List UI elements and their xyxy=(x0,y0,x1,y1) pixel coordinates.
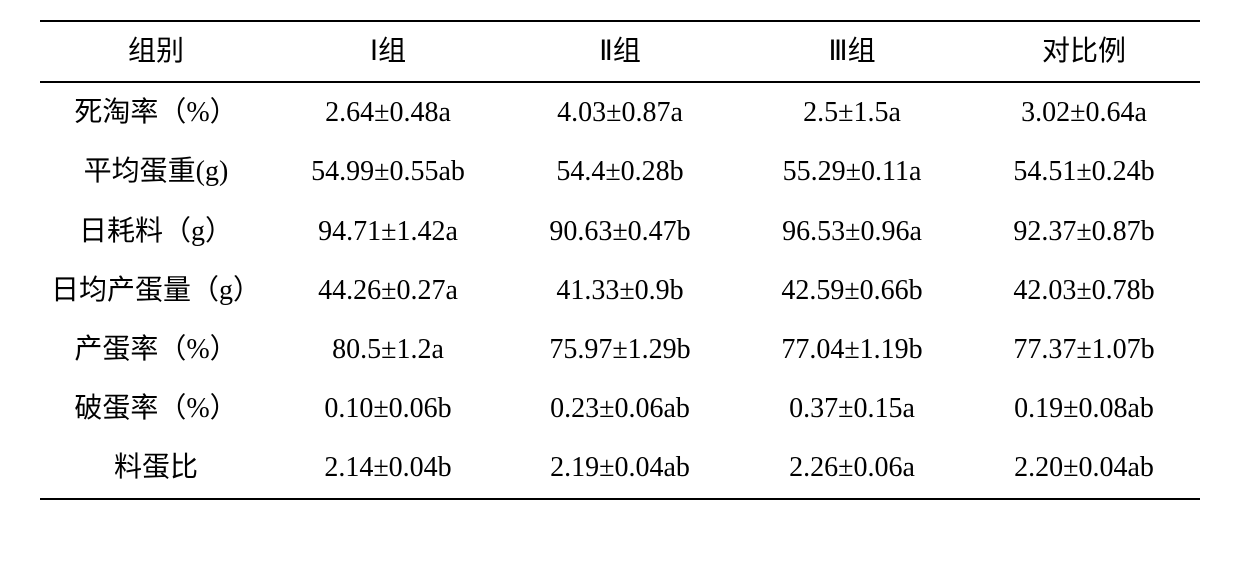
col-header-group: 组别 xyxy=(40,21,272,82)
cell-g1: 94.71±1.42a xyxy=(272,202,504,261)
col-header-g2: Ⅱ组 xyxy=(504,21,736,82)
row-label: 死淘率（%） xyxy=(40,82,272,142)
cell-control: 3.02±0.64a xyxy=(968,82,1200,142)
cell-g3: 55.29±0.11a xyxy=(736,142,968,201)
col-header-g1: Ⅰ组 xyxy=(272,21,504,82)
cell-g3: 96.53±0.96a xyxy=(736,202,968,261)
cell-g1: 2.14±0.04b xyxy=(272,438,504,498)
row-label: 破蛋率（%） xyxy=(40,379,272,438)
row-label: 日耗料（g） xyxy=(40,202,272,261)
cell-g3: 2.26±0.06a xyxy=(736,438,968,498)
table-header-row: 组别 Ⅰ组 Ⅱ组 Ⅲ组 对比例 xyxy=(40,21,1200,82)
cell-g1: 80.5±1.2a xyxy=(272,320,504,379)
col-header-control: 对比例 xyxy=(968,21,1200,82)
cell-g1: 54.99±0.55ab xyxy=(272,142,504,201)
cell-g3: 77.04±1.19b xyxy=(736,320,968,379)
row-label: 日均产蛋量（g） xyxy=(40,261,272,320)
col-header-g3: Ⅲ组 xyxy=(736,21,968,82)
cell-g2: 54.4±0.28b xyxy=(504,142,736,201)
cell-control: 92.37±0.87b xyxy=(968,202,1200,261)
cell-g2: 0.23±0.06ab xyxy=(504,379,736,438)
cell-control: 77.37±1.07b xyxy=(968,320,1200,379)
data-table: 组别 Ⅰ组 Ⅱ组 Ⅲ组 对比例 死淘率（%） 2.64±0.48a 4.03±0… xyxy=(40,20,1200,500)
table-row: 破蛋率（%） 0.10±0.06b 0.23±0.06ab 0.37±0.15a… xyxy=(40,379,1200,438)
cell-g2: 2.19±0.04ab xyxy=(504,438,736,498)
cell-control: 0.19±0.08ab xyxy=(968,379,1200,438)
table-row: 平均蛋重(g) 54.99±0.55ab 54.4±0.28b 55.29±0.… xyxy=(40,142,1200,201)
row-label: 料蛋比 xyxy=(40,438,272,498)
table-container: 组别 Ⅰ组 Ⅱ组 Ⅲ组 对比例 死淘率（%） 2.64±0.48a 4.03±0… xyxy=(0,0,1240,520)
cell-g1: 2.64±0.48a xyxy=(272,82,504,142)
row-label: 平均蛋重(g) xyxy=(40,142,272,201)
table-row: 死淘率（%） 2.64±0.48a 4.03±0.87a 2.5±1.5a 3.… xyxy=(40,82,1200,142)
cell-g2: 90.63±0.47b xyxy=(504,202,736,261)
table-row: 日耗料（g） 94.71±1.42a 90.63±0.47b 96.53±0.9… xyxy=(40,202,1200,261)
cell-control: 42.03±0.78b xyxy=(968,261,1200,320)
row-label: 产蛋率（%） xyxy=(40,320,272,379)
cell-g2: 75.97±1.29b xyxy=(504,320,736,379)
cell-g3: 42.59±0.66b xyxy=(736,261,968,320)
cell-g2: 41.33±0.9b xyxy=(504,261,736,320)
cell-g1: 44.26±0.27a xyxy=(272,261,504,320)
cell-control: 54.51±0.24b xyxy=(968,142,1200,201)
cell-control: 2.20±0.04ab xyxy=(968,438,1200,498)
cell-g3: 2.5±1.5a xyxy=(736,82,968,142)
cell-g3: 0.37±0.15a xyxy=(736,379,968,438)
table-row: 日均产蛋量（g） 44.26±0.27a 41.33±0.9b 42.59±0.… xyxy=(40,261,1200,320)
cell-g2: 4.03±0.87a xyxy=(504,82,736,142)
table-row: 料蛋比 2.14±0.04b 2.19±0.04ab 2.26±0.06a 2.… xyxy=(40,438,1200,498)
cell-g1: 0.10±0.06b xyxy=(272,379,504,438)
table-row: 产蛋率（%） 80.5±1.2a 75.97±1.29b 77.04±1.19b… xyxy=(40,320,1200,379)
